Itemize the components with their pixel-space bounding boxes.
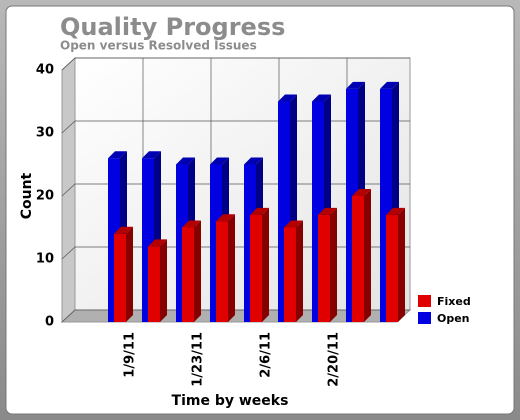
bar-front: [250, 214, 262, 322]
bar-side: [160, 239, 167, 322]
chart-title: Quality Progress: [60, 13, 285, 41]
legend-swatch: [418, 295, 431, 307]
bar-front: [386, 214, 398, 322]
y-tick-label: 20: [36, 189, 54, 204]
bar-front: [114, 233, 126, 322]
bar: [114, 226, 133, 322]
legend-label: Fixed: [437, 295, 471, 308]
bar: [352, 189, 371, 322]
bar-top: [182, 220, 201, 228]
bar-side: [228, 214, 235, 322]
bar-top: [108, 151, 127, 159]
bar-top: [278, 94, 297, 102]
grid-line: [61, 120, 410, 134]
bar-side: [126, 226, 133, 322]
legend-swatch: [418, 312, 431, 324]
bar: [318, 207, 337, 322]
bar: [284, 220, 303, 322]
bar-top: [142, 151, 161, 159]
bar-side: [398, 207, 405, 322]
x-tick-label: 2/6/11: [259, 332, 274, 378]
bar-side: [330, 207, 337, 322]
y-tick-label: 0: [45, 315, 54, 330]
bar: [386, 207, 405, 322]
bar-front: [182, 227, 194, 322]
bar-top: [216, 214, 235, 222]
bar-front: [216, 221, 228, 322]
bar-top: [284, 220, 303, 228]
bar-top: [346, 81, 365, 89]
bar-top: [244, 157, 263, 165]
x-tick-label: 2/20/11: [327, 332, 342, 387]
legend-label: Open: [437, 312, 470, 325]
bar-top: [148, 239, 167, 247]
bar-top: [312, 94, 331, 102]
x-axis-title: Time by weeks: [172, 393, 289, 409]
grid-line: [61, 57, 410, 71]
bar-front: [318, 214, 330, 322]
y-tick-label: 10: [36, 252, 54, 267]
bar-top: [352, 189, 371, 196]
bar-side: [364, 189, 371, 322]
bar-side: [262, 207, 269, 322]
bar-top: [318, 207, 337, 215]
bar: [216, 214, 235, 322]
grid-line: [61, 183, 410, 197]
bar: [182, 220, 201, 322]
bar-top: [250, 207, 269, 215]
chart-subtitle: Open versus Resolved Issues: [60, 39, 257, 53]
x-tick-label: 1/23/11: [191, 332, 206, 387]
bar-top: [210, 157, 229, 165]
bar-side: [194, 220, 201, 322]
bar-front: [148, 246, 160, 322]
x-tick-label: 1/9/11: [123, 332, 138, 378]
y-tick-label: 40: [36, 63, 54, 78]
bar-top: [114, 226, 133, 234]
bar-top: [176, 157, 195, 165]
bar-front: [352, 196, 364, 322]
bar: [148, 239, 167, 322]
bar: [250, 207, 269, 322]
bar-side: [296, 220, 303, 322]
bar-top: [380, 81, 399, 89]
y-axis-title: Count: [19, 172, 35, 219]
y-tick-label: 30: [36, 126, 54, 141]
bar-top: [386, 207, 405, 215]
bar-front: [284, 227, 296, 322]
